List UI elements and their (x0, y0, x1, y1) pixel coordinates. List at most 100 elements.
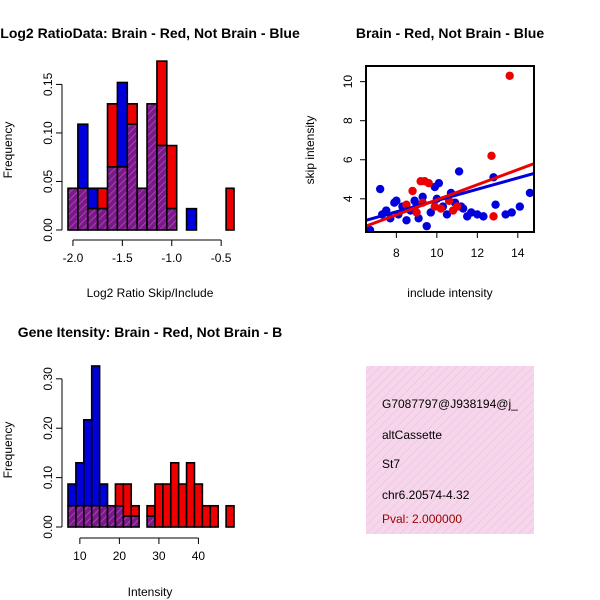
intensity-histogram-overlap-bar (114, 504, 125, 528)
brain-point (424, 178, 433, 188)
ratio-histogram-axes: -2.0 -1.5 -1.0 -0.5 0.00 0.05 0.10 0.15 (41, 72, 232, 265)
ratio-histogram-title: Log2 RatioData: Brain - Red, Not Brain -… (0, 25, 300, 41)
ratio-histogram-brain-bar (166, 144, 178, 210)
not-brain-point (418, 192, 427, 202)
ratio-histogram-x-tick-label: -1.0 (161, 251, 182, 265)
ratio-histogram-overlap-bar (86, 207, 99, 231)
scatter-x-tick-label: 12 (471, 246, 485, 260)
scatter-y-tick-label: 8 (341, 117, 355, 124)
intensity-histogram-brain-bar (114, 483, 125, 507)
not-brain-point (366, 225, 375, 232)
event-id: G7087797@J938194@j_ (382, 397, 518, 411)
not-brain-point (442, 210, 452, 219)
not-brain-point (434, 178, 444, 188)
ratio-histogram-overlap-bar (67, 187, 79, 231)
ratio-histogram-brain-bar (96, 187, 109, 210)
ratio-histogram-overlap-bar (77, 187, 89, 231)
scatter-marks (366, 71, 534, 232)
ratio-histogram-panel: Log2 RatioData: Brain - Red, Not Brain -… (0, 25, 300, 300)
intensity-histogram-y-tick-label: 0.00 (41, 515, 55, 539)
not-brain-point (426, 208, 435, 217)
ratio-histogram-y-tick-label: 0.00 (41, 218, 55, 242)
intensity-histogram-panel: Gene Itensity: Brain - Red, Not Brain - … (1, 324, 282, 599)
brain-point (408, 186, 417, 196)
ratio-histogram-overlap-bar (156, 144, 168, 231)
ratio-histogram-bars (67, 60, 235, 231)
event-stage: St7 (382, 457, 400, 471)
intensity-histogram-brain-bar (162, 483, 172, 528)
intensity-histogram-ylabel: Frequency (1, 422, 15, 479)
scatter-axes: 8 10 12 14 4 6 8 10 (341, 75, 525, 260)
brain-point (436, 204, 446, 213)
not-brain-point (402, 216, 411, 225)
ratio-histogram-not-brain-bar (86, 187, 99, 210)
intensity-histogram-x-tick-label: 40 (192, 549, 206, 563)
intensity-histogram-x-tick-label: 10 (73, 549, 87, 563)
intensity-histogram-overlap-bar (106, 504, 117, 528)
brain-point (448, 206, 458, 215)
intensity-histogram-overlap-bar (122, 515, 133, 528)
scatter-ylabel: skip intensity (303, 116, 317, 185)
not-brain-point (515, 202, 525, 211)
intensity-histogram-y-tick-label: 0.30 (41, 367, 55, 391)
intensity-histogram-brain-bar (146, 504, 156, 517)
intensity-histogram-axes: 10 20 30 40 0.00 0.10 0.20 0.30 (41, 367, 205, 563)
intensity-histogram-brain-bar (225, 504, 235, 528)
ratio-histogram-not-brain-bar (185, 207, 198, 231)
intensity-scatter-panel: Brain - Red, Not Brain - Blue 8 10 12 14468… (303, 25, 544, 300)
intensity-histogram-brain-bar (185, 461, 196, 528)
intensity-histogram-xlabel: Intensity (128, 585, 173, 599)
ratio-histogram-overlap-bar (146, 103, 158, 231)
intensity-histogram-brain-bar (154, 483, 164, 528)
intensity-histogram-overlap-bar (75, 504, 85, 528)
ratio-histogram-y-tick-label: 0.10 (41, 121, 55, 145)
intensity-histogram-overlap-bar (98, 504, 109, 528)
not-brain-fit-line (366, 171, 534, 222)
brain-point (487, 151, 496, 161)
ratio-histogram-overlap-bar (166, 207, 178, 231)
intensity-histogram-y-tick-label: 0.10 (41, 466, 55, 490)
scatter-xlabel: include intensity (407, 286, 492, 300)
intensity-histogram-brain-bar (209, 504, 219, 528)
intensity-histogram-brain-bar (122, 483, 133, 517)
intensity-histogram-bars (67, 365, 235, 528)
scatter-y-tick-label: 6 (341, 156, 355, 163)
intensity-histogram-brain-bar (169, 461, 180, 528)
ratio-histogram-brain-bar (126, 103, 138, 126)
intensity-histogram-title: Gene Itensity: Brain - Red, Not Brain - … (18, 324, 282, 340)
brain-fit-line (366, 162, 534, 228)
scatter-plot-area (365, 65, 535, 233)
brain-point (412, 208, 421, 217)
ratio-histogram-brain-bar (156, 60, 168, 147)
ratio-histogram-y-tick-label: 0.05 (41, 169, 55, 193)
intensity-histogram-not-brain-bar (90, 365, 101, 507)
intensity-histogram-brain-bar (201, 504, 212, 528)
ratio-histogram-overlap-bar (116, 166, 129, 231)
intensity-histogram-brain-bar (193, 483, 204, 528)
intensity-histogram-brain-bar (177, 483, 188, 528)
ratio-histogram-x-tick-label: -1.5 (112, 251, 133, 265)
intensity-histogram-not-brain-bar (98, 483, 109, 507)
ratio-histogram-not-brain-bar (77, 123, 89, 190)
ratio-histogram-overlap-bar (96, 207, 109, 231)
not-brain-point (422, 221, 431, 231)
intensity-histogram-overlap-bar (67, 504, 77, 528)
scatter-x-tick-label: 8 (393, 246, 400, 260)
intensity-histogram-x-tick-label: 30 (152, 549, 166, 563)
intensity-histogram-not-brain-bar (67, 483, 77, 507)
brain-point (489, 212, 498, 221)
scatter-x-tick-label: 14 (511, 246, 525, 260)
event-type: altCassette (382, 428, 442, 442)
not-brain-point (375, 184, 385, 194)
ratio-histogram-ylabel: Frequency (1, 122, 15, 179)
event-location: chr6.20574-4.32 (382, 488, 470, 502)
intensity-histogram-overlap-bar (130, 515, 140, 528)
scatter-y-tick-label: 10 (341, 75, 355, 89)
intensity-histogram-overlap-bar (83, 504, 93, 528)
ratio-histogram-brain-bar (106, 103, 119, 168)
brain-point (402, 200, 411, 209)
not-brain-point (491, 200, 500, 209)
info-panel-background (366, 366, 534, 534)
intensity-histogram-brain-bar (130, 504, 140, 517)
